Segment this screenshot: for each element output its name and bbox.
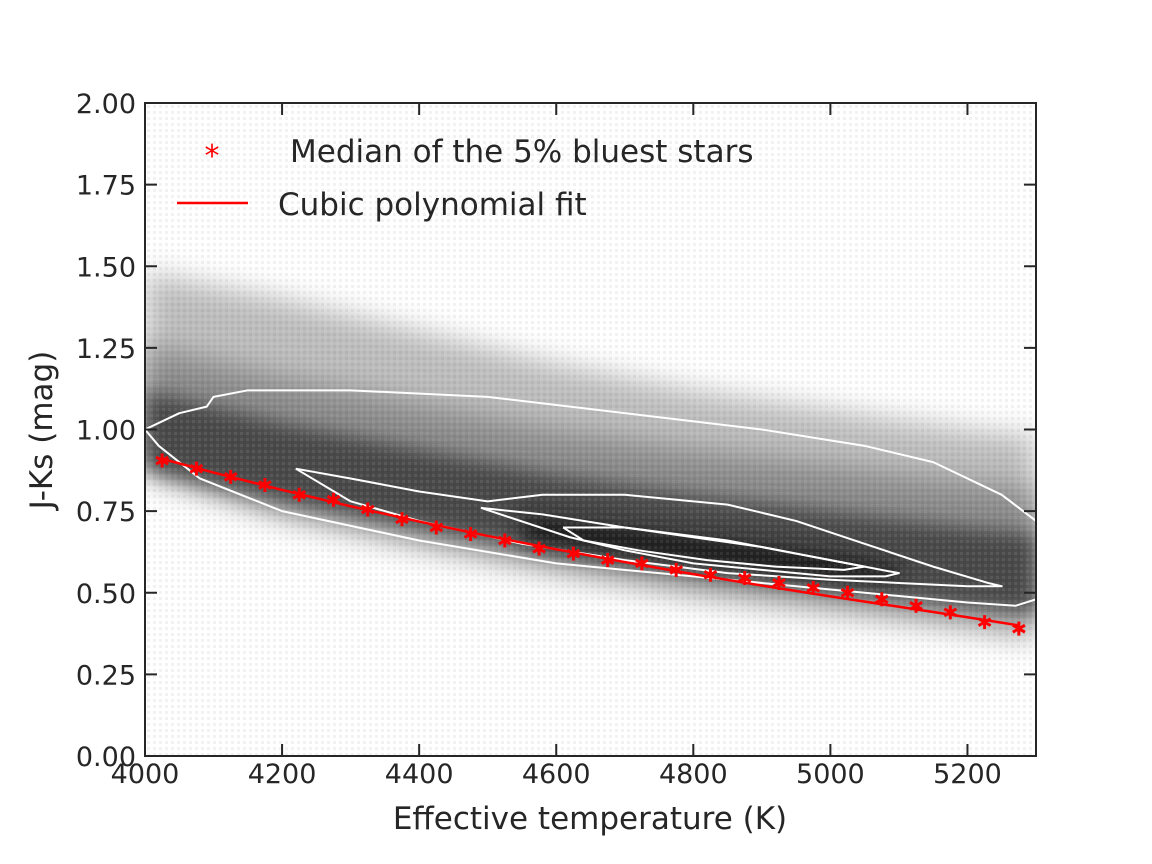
median-star-point — [360, 502, 375, 517]
plot-area — [144, 102, 1037, 757]
y-tick-label: 0.00 — [76, 742, 136, 773]
y-axis-ticks: 0.00 0.25 0.50 0.75 1.00 1.25 1.50 1.75 2.00 — [76, 89, 1036, 773]
median-star-point — [292, 487, 307, 502]
x-tick-label: 4400 — [385, 759, 454, 790]
x-tick-label: 4200 — [248, 759, 317, 790]
x-tick-label: 5200 — [933, 759, 1002, 790]
series-layer — [155, 453, 1026, 636]
median-star-point — [429, 520, 444, 535]
x-tick-label: 4000 — [111, 759, 180, 790]
x-axis-title: Effective temperature (K) — [393, 801, 787, 837]
median-star-point — [977, 615, 992, 630]
legend-label-fit: Cubic polynomial fit — [278, 187, 587, 223]
median-star-point — [635, 556, 649, 571]
median-star-point — [840, 585, 855, 600]
legend-star-marker: * — [205, 139, 220, 174]
x-tick-label: 4600 — [522, 759, 591, 790]
median-star-point — [874, 592, 889, 607]
y-tick-label: 1.00 — [76, 416, 136, 447]
median-star-point — [326, 492, 341, 507]
y-tick-label: 1.25 — [76, 334, 136, 365]
median-star-point — [669, 562, 683, 577]
median-star-point — [737, 571, 752, 586]
median-star-point — [806, 580, 821, 595]
density-histogram — [145, 103, 1036, 756]
median-star-point — [155, 453, 169, 468]
median-star-point — [532, 541, 546, 556]
median-star-point — [909, 598, 923, 613]
y-tick-label: 0.50 — [76, 579, 136, 610]
median-star-point — [943, 605, 958, 620]
density-texture — [145, 103, 1036, 756]
median-star-point — [600, 553, 615, 568]
y-tick-label: 1.75 — [76, 171, 136, 202]
median-star-point — [223, 469, 238, 484]
median-star-point — [703, 567, 718, 582]
y-axis-title: J-Ks (mag) — [24, 351, 60, 512]
median-star-point — [498, 533, 512, 548]
median-star-point — [395, 512, 409, 527]
x-axis-ticks: 4000 4200 4400 4600 4800 5000 5200 — [111, 103, 1002, 790]
x-tick-label: 4800 — [659, 759, 728, 790]
median-star-point — [189, 461, 204, 476]
contour-innermost — [562, 526, 866, 571]
median-star-point — [772, 575, 786, 590]
median-star-point — [566, 546, 581, 561]
median-star-point — [1012, 621, 1026, 636]
y-tick-label: 0.25 — [76, 660, 136, 691]
legend-label-median: Median of the 5% bluest stars — [290, 134, 753, 170]
y-tick-label: 2.00 — [76, 89, 136, 120]
y-tick-label: 0.75 — [76, 497, 136, 528]
median-star-point — [463, 526, 478, 541]
legend: * Median of the 5% bluest stars Cubic po… — [177, 134, 753, 223]
y-tick-label: 1.50 — [76, 252, 136, 283]
x-tick-label: 5000 — [796, 759, 865, 790]
contour-outer — [145, 389, 1036, 607]
median-star-point — [258, 478, 272, 493]
